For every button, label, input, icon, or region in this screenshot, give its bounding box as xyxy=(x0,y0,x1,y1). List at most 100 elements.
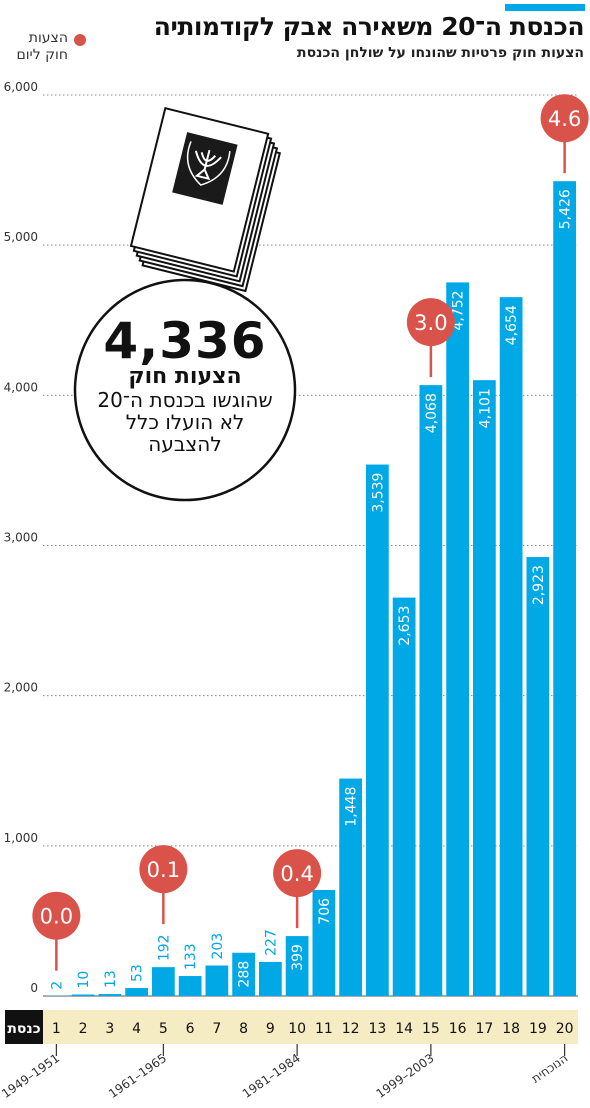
callout-label: הצעות חוק xyxy=(128,364,242,389)
x-tick-label: 11 xyxy=(315,1021,333,1037)
bar xyxy=(446,282,469,997)
legend-dot-icon xyxy=(74,34,86,46)
callout-line1: שהוגשו בכנסת ה־20 xyxy=(97,388,273,412)
marker-value: 0.4 xyxy=(280,862,313,886)
callout-line2: לא הועלו כלל xyxy=(125,410,245,434)
marker-circle xyxy=(540,94,589,143)
bar xyxy=(232,952,255,996)
bar-value-label: 4,101 xyxy=(477,388,493,428)
x-tick-label: 14 xyxy=(395,1021,413,1037)
bar-value-label: 10 xyxy=(76,971,92,989)
callout-text: 4,336 הצעות חוק שהוגשו בכנסת ה־20 לא הוע… xyxy=(75,312,295,455)
axis-title-box xyxy=(5,1010,43,1044)
accent-bar xyxy=(505,4,585,11)
x-tick-label: 4 xyxy=(132,1021,141,1037)
marker-value: 0.1 xyxy=(147,858,180,882)
x-tick-label: 2 xyxy=(79,1021,88,1037)
bar-value-label: 13 xyxy=(103,970,119,988)
x-tick-label: 6 xyxy=(186,1021,195,1037)
callout-circle xyxy=(73,278,297,502)
bar xyxy=(285,936,309,996)
x-tick-label: 8 xyxy=(239,1021,248,1037)
marker-value: 4.6 xyxy=(548,107,581,131)
bar-value-label: 706 xyxy=(317,898,333,925)
period-label: 1949–1951 xyxy=(0,1051,62,1101)
marker-circle xyxy=(32,891,81,940)
bar xyxy=(473,380,496,996)
x-tick-label: 12 xyxy=(342,1021,360,1037)
marker-value: 0.0 xyxy=(40,905,73,929)
bar xyxy=(526,557,550,996)
callout-line3: להצבעה xyxy=(148,432,222,456)
x-tick-label: 16 xyxy=(449,1021,467,1037)
bar xyxy=(366,464,389,996)
x-tick-label: 7 xyxy=(212,1021,221,1037)
x-tick-label: 13 xyxy=(368,1021,386,1037)
period-labels: 1949–1951 1961–1965 1981–1984 1999–2003 הנוכ… xyxy=(0,1044,570,1101)
bars xyxy=(45,181,576,997)
y-tick-label: 2,000 xyxy=(4,681,38,695)
bar xyxy=(553,181,576,996)
period-label: 1999–2003 xyxy=(374,1051,437,1101)
axis-strip xyxy=(43,1010,578,1044)
bar xyxy=(178,976,202,996)
bills-per-day-markers: 0.0 0.1 0.4 3.0 4.6 xyxy=(32,94,589,971)
x-tick-label: 10 xyxy=(288,1021,306,1037)
bar-value-label: 133 xyxy=(183,943,199,970)
callout-number: 4,336 xyxy=(103,312,267,370)
x-tick-label: 9 xyxy=(266,1021,275,1037)
marker-circle xyxy=(139,845,188,894)
bar xyxy=(205,965,229,996)
value-labels: 2 10 13 53 192 133 203 288 227 399 706 1,448 3,539 2,… xyxy=(49,189,573,990)
bar xyxy=(339,778,362,996)
bar xyxy=(419,385,443,996)
x-tick-label: 17 xyxy=(475,1021,493,1037)
bar-value-label: 2 xyxy=(49,981,65,990)
callout-decoration xyxy=(73,106,297,502)
bar-value-label: 227 xyxy=(263,929,279,956)
bar-value-label: 53 xyxy=(130,964,146,982)
legend-label-line2: חוק ליום xyxy=(16,47,68,63)
x-axis: כנסת 1 2 3 4 5 6 7 8 9 10 11 12 13 14 15 16 17 18 19 20 xyxy=(5,1010,578,1044)
x-tick-label: 19 xyxy=(529,1021,547,1037)
bar-value-label: 4,068 xyxy=(424,393,440,433)
x-tick-label: 1 xyxy=(52,1021,61,1037)
y-tick-label: 5,000 xyxy=(4,230,38,244)
period-label: 1981–1984 xyxy=(240,1051,303,1101)
bar-value-label: 4,654 xyxy=(504,305,520,345)
y-tick-label: 1,000 xyxy=(4,831,38,845)
bar-value-label: 288 xyxy=(237,961,253,988)
chart-subtitle: הצעות חוק פרטיות שהונחו על שולחן הכנסת xyxy=(297,45,584,61)
period-label: הנוכחית xyxy=(529,1051,570,1086)
x-tick-label: 20 xyxy=(556,1021,574,1037)
chart-title: הכנסת ה־20 משאירה אבק לקודמותיה xyxy=(153,12,585,41)
bar xyxy=(98,994,122,996)
x-tick-label: 5 xyxy=(159,1021,168,1037)
bar xyxy=(259,961,282,996)
axis-title: כנסת xyxy=(7,1021,40,1037)
bar-value-label: 2,923 xyxy=(531,565,547,605)
x-tick-label: 18 xyxy=(502,1021,520,1037)
bar-value-label: 3,539 xyxy=(370,473,386,513)
bar xyxy=(152,967,175,996)
marker-circle xyxy=(273,849,322,898)
y-tick-label: 3,000 xyxy=(4,531,38,545)
y-tick-label: 4,000 xyxy=(4,380,38,394)
legend-label-line1: הצעות xyxy=(28,30,68,46)
bar xyxy=(125,988,148,996)
marker-circle xyxy=(406,298,455,347)
bar-value-label: 1,448 xyxy=(344,787,360,827)
y-tick-label: 0 xyxy=(30,981,38,995)
bar xyxy=(71,994,95,996)
x-tick-label: 3 xyxy=(105,1021,114,1037)
bar-value-label: 192 xyxy=(156,934,172,961)
bar xyxy=(499,297,523,996)
bar-value-label: 399 xyxy=(290,944,306,971)
bar-value-label: 2,653 xyxy=(397,606,413,646)
knesset-book-icon xyxy=(129,106,282,293)
bar-value-label: 203 xyxy=(210,933,226,960)
y-tick-label: 6,000 xyxy=(4,80,38,94)
bar xyxy=(392,597,416,996)
period-label: 1961–1965 xyxy=(106,1051,169,1101)
